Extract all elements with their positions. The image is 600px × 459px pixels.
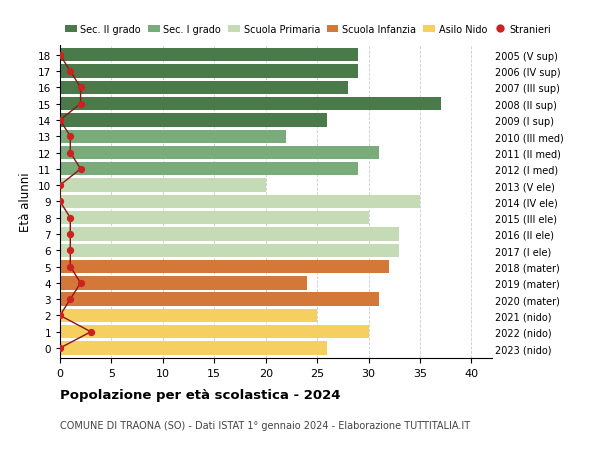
Point	[76, 166, 85, 173]
Bar	[60, 309, 317, 322]
Bar	[60, 49, 358, 62]
Bar	[60, 212, 368, 225]
Point	[65, 133, 75, 140]
Bar	[60, 163, 358, 176]
Point	[55, 198, 65, 206]
Bar	[60, 98, 440, 111]
Point	[65, 68, 75, 76]
Point	[86, 328, 95, 336]
Bar	[60, 277, 307, 290]
Point	[76, 280, 85, 287]
Bar	[60, 341, 328, 355]
Text: COMUNE DI TRAONA (SO) - Dati ISTAT 1° gennaio 2024 - Elaborazione TUTTITALIA.IT: COMUNE DI TRAONA (SO) - Dati ISTAT 1° ge…	[60, 420, 470, 430]
Point	[65, 214, 75, 222]
Bar	[60, 179, 266, 192]
Bar	[60, 195, 420, 209]
Bar	[60, 146, 379, 160]
Bar	[60, 114, 328, 127]
Point	[55, 312, 65, 319]
Point	[55, 52, 65, 59]
Bar	[60, 65, 358, 78]
Bar	[60, 260, 389, 274]
Y-axis label: Età alunni: Età alunni	[19, 172, 32, 232]
Point	[76, 84, 85, 92]
Point	[65, 231, 75, 238]
Bar	[60, 82, 348, 95]
Point	[55, 345, 65, 352]
Bar	[60, 244, 400, 257]
Bar	[60, 228, 400, 241]
Point	[65, 263, 75, 271]
Point	[65, 296, 75, 303]
Bar	[60, 130, 286, 144]
Legend: Sec. II grado, Sec. I grado, Scuola Primaria, Scuola Infanzia, Asilo Nido, Stran: Sec. II grado, Sec. I grado, Scuola Prim…	[65, 25, 551, 35]
Point	[55, 117, 65, 124]
Bar	[60, 293, 379, 306]
Bar	[60, 325, 368, 339]
Point	[65, 150, 75, 157]
Text: Popolazione per età scolastica - 2024: Popolazione per età scolastica - 2024	[60, 388, 341, 401]
Point	[76, 101, 85, 108]
Point	[55, 182, 65, 190]
Point	[65, 247, 75, 254]
